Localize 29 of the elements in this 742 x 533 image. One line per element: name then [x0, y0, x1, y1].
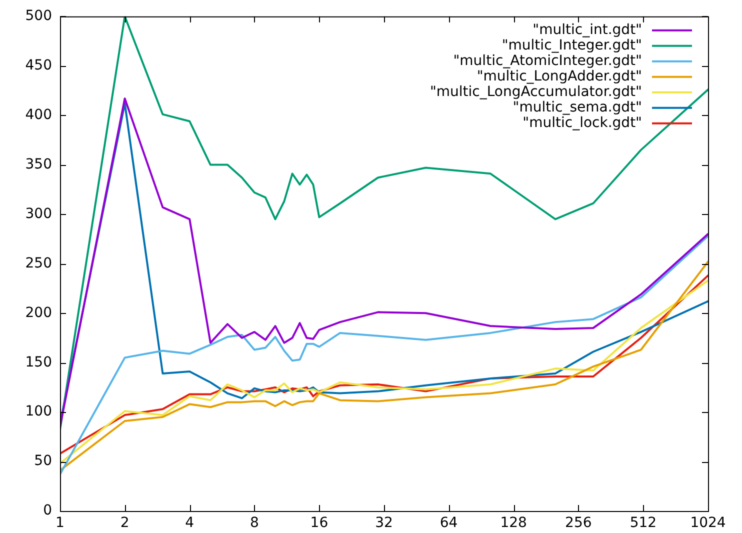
y-tick-label: 350 [25, 156, 52, 172]
legend-label: "multic_LongAdder.gdt" [476, 68, 642, 85]
x-tick-label: 1 [56, 515, 64, 532]
x-tick-label: 2 [120, 515, 130, 532]
legend-label: "multic_AtomicInteger.gdt" [453, 53, 642, 70]
y-tick-label: 300 [25, 206, 52, 222]
y-tick-label: 100 [25, 404, 52, 420]
y-tick-label: 400 [25, 106, 52, 123]
legend-label: "multic_lock.gdt" [522, 115, 642, 132]
y-tick-label: 150 [25, 354, 52, 370]
y-tick-label: 0 [43, 502, 52, 519]
y-tick-label: 200 [25, 304, 52, 321]
x-tick-label: 256 [565, 515, 592, 532]
x-tick-label: 16 [310, 515, 328, 532]
y-tick-label: 250 [25, 255, 52, 272]
legend-label: "multic_Integer.gdt" [502, 38, 642, 54]
x-tick-label: 8 [250, 515, 259, 532]
legend-label: "multic_LongAccumulator.gdt" [430, 84, 642, 100]
y-tick-label: 50 [34, 453, 52, 470]
x-tick-label: 512 [630, 515, 657, 532]
x-tick-label: 1024 [690, 515, 726, 532]
legend-label: "multic_sema.gdt" [512, 100, 642, 116]
y-tick-label: 500 [25, 8, 52, 24]
legend-label: "multic_int.gdt" [532, 22, 642, 38]
x-tick-label: 64 [440, 515, 458, 532]
y-tick-label: 450 [25, 58, 52, 74]
x-tick-label: 4 [185, 515, 194, 532]
x-tick-label: 128 [500, 515, 527, 532]
x-tick-label: 32 [375, 515, 393, 532]
